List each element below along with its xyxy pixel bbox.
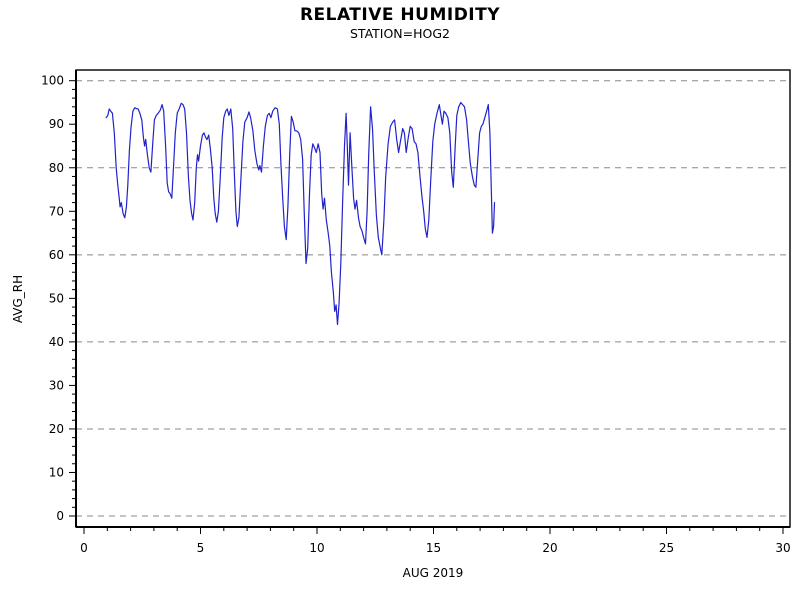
y-axis-ticks: 0 10 20 30 40 50 60 70 80 90 100: [41, 74, 76, 523]
chart-title: RELATIVE HUMIDITY: [299, 5, 501, 25]
x-tick-label: 10: [309, 541, 324, 555]
x-axis-ticks: 0 5 10 15 20 25 30: [80, 527, 791, 555]
avg-rh-series-line: [105, 101, 496, 326]
y-tick-label: 80: [49, 161, 64, 175]
chart-subtitle: STATION=HOG2: [349, 26, 451, 41]
y-tick-label: 30: [49, 378, 64, 392]
x-axis-label: AUG 2019: [402, 566, 464, 580]
y-tick-label: 90: [49, 117, 64, 131]
y-tick-label: 100: [41, 74, 64, 88]
y-tick-label: 10: [49, 465, 64, 479]
y-tick-label: 60: [49, 248, 64, 262]
y-tick-label: 0: [56, 509, 64, 523]
y-tick-label: 70: [49, 204, 64, 218]
x-tick-label: 20: [542, 541, 557, 555]
y-tick-label: 20: [49, 422, 64, 436]
x-tick-label: 0: [80, 541, 88, 555]
x-tick-label: 15: [426, 541, 441, 555]
x-tick-label: 5: [197, 541, 205, 555]
gridlines: [76, 80, 790, 517]
x-tick-label: 30: [775, 541, 790, 555]
x-tick-label: 25: [659, 541, 674, 555]
y-tick-label: 40: [49, 335, 64, 349]
y-tick-label: 50: [49, 291, 64, 305]
